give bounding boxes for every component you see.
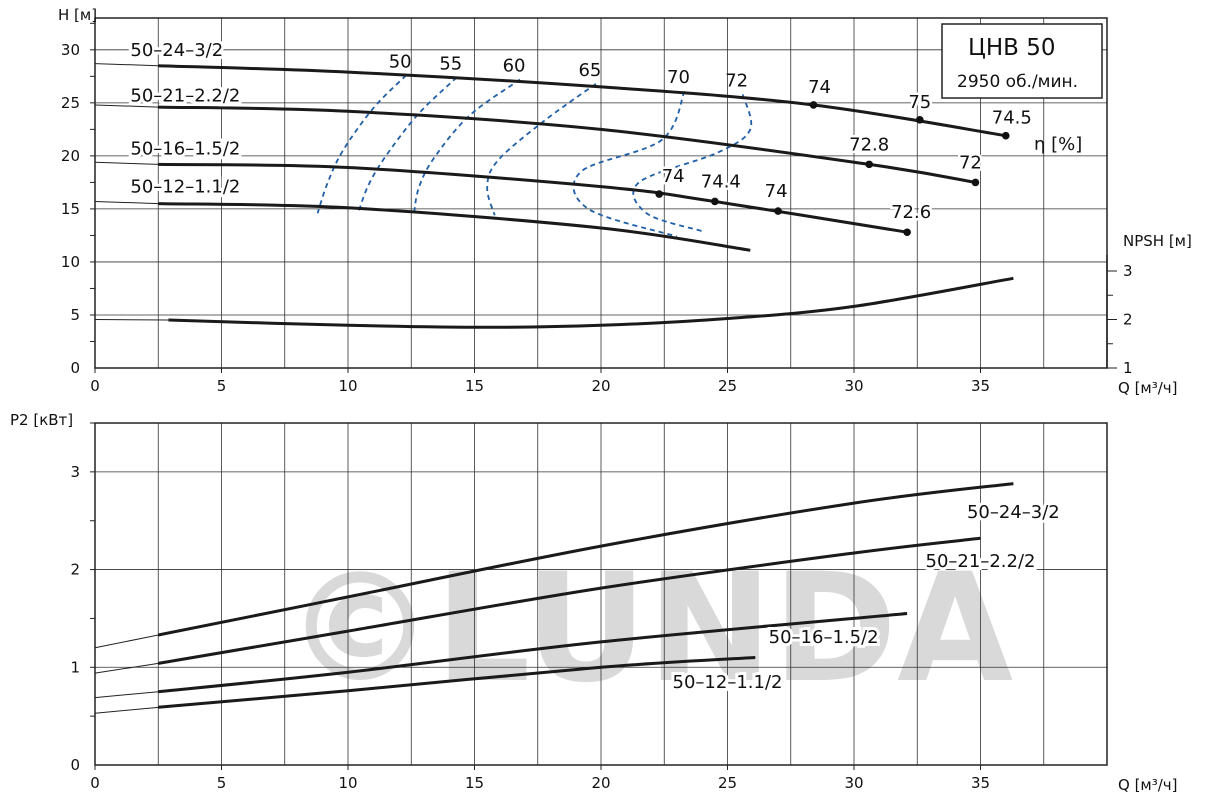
x-tick-label: 20 xyxy=(591,774,610,792)
y-tick-label: 0 xyxy=(70,756,80,774)
power-leader xyxy=(94,691,159,699)
x-tick-label: 5 xyxy=(217,377,227,395)
y-tick-label: 3 xyxy=(70,463,80,481)
efficiency-contour-label: 70 xyxy=(667,67,690,88)
chart-subtitle: 2950 об./мин. xyxy=(957,72,1078,92)
duty-point-label: 74 xyxy=(765,181,788,202)
series-label: 50–21–2.2/2 xyxy=(130,85,240,106)
power-curve xyxy=(158,482,1014,637)
series-leader xyxy=(94,200,159,205)
y-tick-label: 5 xyxy=(70,306,80,324)
duty-point xyxy=(655,190,663,198)
power-leader xyxy=(94,662,159,674)
efficiency-label: η [%] xyxy=(1034,134,1082,155)
power-curve xyxy=(158,612,908,694)
x-axis-label: Q [м³/ч] xyxy=(1118,776,1178,794)
power-series-label: 50–12–1.1/2 xyxy=(673,672,783,693)
series-leader xyxy=(94,161,159,165)
x-tick-label: 15 xyxy=(465,377,484,395)
npsh-axis-label: NPSH [м] xyxy=(1123,232,1192,250)
series-label: 50–24–3/2 xyxy=(130,40,223,61)
duty-point-label: 75 xyxy=(908,92,931,113)
efficiency-contour xyxy=(316,74,407,214)
y-axis-label: H [м] xyxy=(58,6,97,24)
duty-point-label: 74 xyxy=(662,166,685,187)
npsh-tick-label: 1 xyxy=(1123,359,1133,377)
power-series-label: 50–16–1.5/2 xyxy=(769,627,879,648)
y-tick-label: 2 xyxy=(70,561,80,579)
duty-point xyxy=(809,101,818,109)
duty-point-label: 74 xyxy=(808,77,831,98)
power-leader xyxy=(94,634,159,649)
efficiency-contour-label: 55 xyxy=(439,53,462,74)
x-tick-label: 30 xyxy=(844,774,863,792)
x-tick-label: 20 xyxy=(591,377,610,395)
efficiency-contour xyxy=(412,78,521,216)
x-tick-label: 10 xyxy=(338,774,357,792)
head-curve xyxy=(158,202,751,252)
duty-point-label: 72 xyxy=(959,152,982,173)
series-leader xyxy=(94,63,159,67)
y-tick-label: 25 xyxy=(61,94,80,112)
y-tick-label: 10 xyxy=(61,253,80,271)
efficiency-contour-label: 72 xyxy=(725,70,748,91)
y-tick-label: 0 xyxy=(70,359,80,377)
head-curve xyxy=(158,105,976,184)
power-series-label: 50–21–2.2/2 xyxy=(926,551,1036,572)
efficiency-contour-label: 65 xyxy=(578,60,601,81)
duty-point xyxy=(903,228,911,237)
efficiency-contour-label: 60 xyxy=(503,56,526,77)
efficiency-contour xyxy=(632,94,753,233)
x-tick-label: 35 xyxy=(971,377,990,395)
series-leader xyxy=(94,104,159,108)
duty-point-label: 74.4 xyxy=(701,171,741,192)
x-tick-label: 35 xyxy=(971,774,990,792)
x-tick-label: 0 xyxy=(90,774,100,792)
title-box: ЦНВ 50 2950 об./мин. xyxy=(941,23,1103,99)
npsh-tick-label: 3 xyxy=(1123,262,1133,280)
head-curve xyxy=(158,64,1007,138)
x-tick-label: 25 xyxy=(718,377,737,395)
efficiency-contour xyxy=(572,90,686,238)
power-flow-chart: 0 5 10 15 20 25 30 35 0 1 2 3 Q [м³/ч] P2 [кВт] 50–24–… xyxy=(10,411,1178,794)
y-tick-label: 30 xyxy=(61,41,80,59)
efficiency-contour xyxy=(357,76,458,214)
duty-point xyxy=(915,116,924,124)
power-series-label: 50–24–3/2 xyxy=(967,502,1060,523)
duty-point-label: 74.5 xyxy=(992,108,1032,129)
power-curve xyxy=(158,536,981,665)
y-tick-label: 15 xyxy=(61,200,80,218)
duty-point xyxy=(774,207,782,215)
efficiency-contour-label: 50 xyxy=(389,51,412,72)
duty-point-label: 72.6 xyxy=(891,202,931,223)
power-curve xyxy=(158,656,756,709)
y-axis-label: P2 [кВт] xyxy=(10,411,73,429)
duty-point xyxy=(711,197,719,206)
x-tick-label: 25 xyxy=(718,774,737,792)
npsh-curve xyxy=(168,276,1014,329)
x-tick-label: 5 xyxy=(217,774,227,792)
efficiency-contour xyxy=(486,83,597,216)
x-tick-label: 15 xyxy=(465,774,484,792)
x-axis-label: Q [м³/ч] xyxy=(1118,379,1178,397)
duty-point xyxy=(971,178,980,187)
x-tick-label: 30 xyxy=(844,377,863,395)
y-tick-label: 1 xyxy=(70,658,80,676)
duty-point-label: 72.8 xyxy=(849,134,889,155)
npsh-tick-label: 2 xyxy=(1123,311,1133,329)
y-tick-label: 20 xyxy=(61,147,80,165)
series-label: 50–12–1.1/2 xyxy=(130,177,240,198)
x-tick-label: 10 xyxy=(338,377,357,395)
series-label: 50–16–1.5/2 xyxy=(130,138,240,159)
watermark-text: ©LUNDA xyxy=(285,542,1013,716)
x-tick-label: 0 xyxy=(90,377,100,395)
power-leader xyxy=(94,706,159,714)
chart-title: ЦНВ 50 xyxy=(968,35,1056,61)
duty-point xyxy=(1002,131,1010,140)
duty-point xyxy=(865,160,873,169)
